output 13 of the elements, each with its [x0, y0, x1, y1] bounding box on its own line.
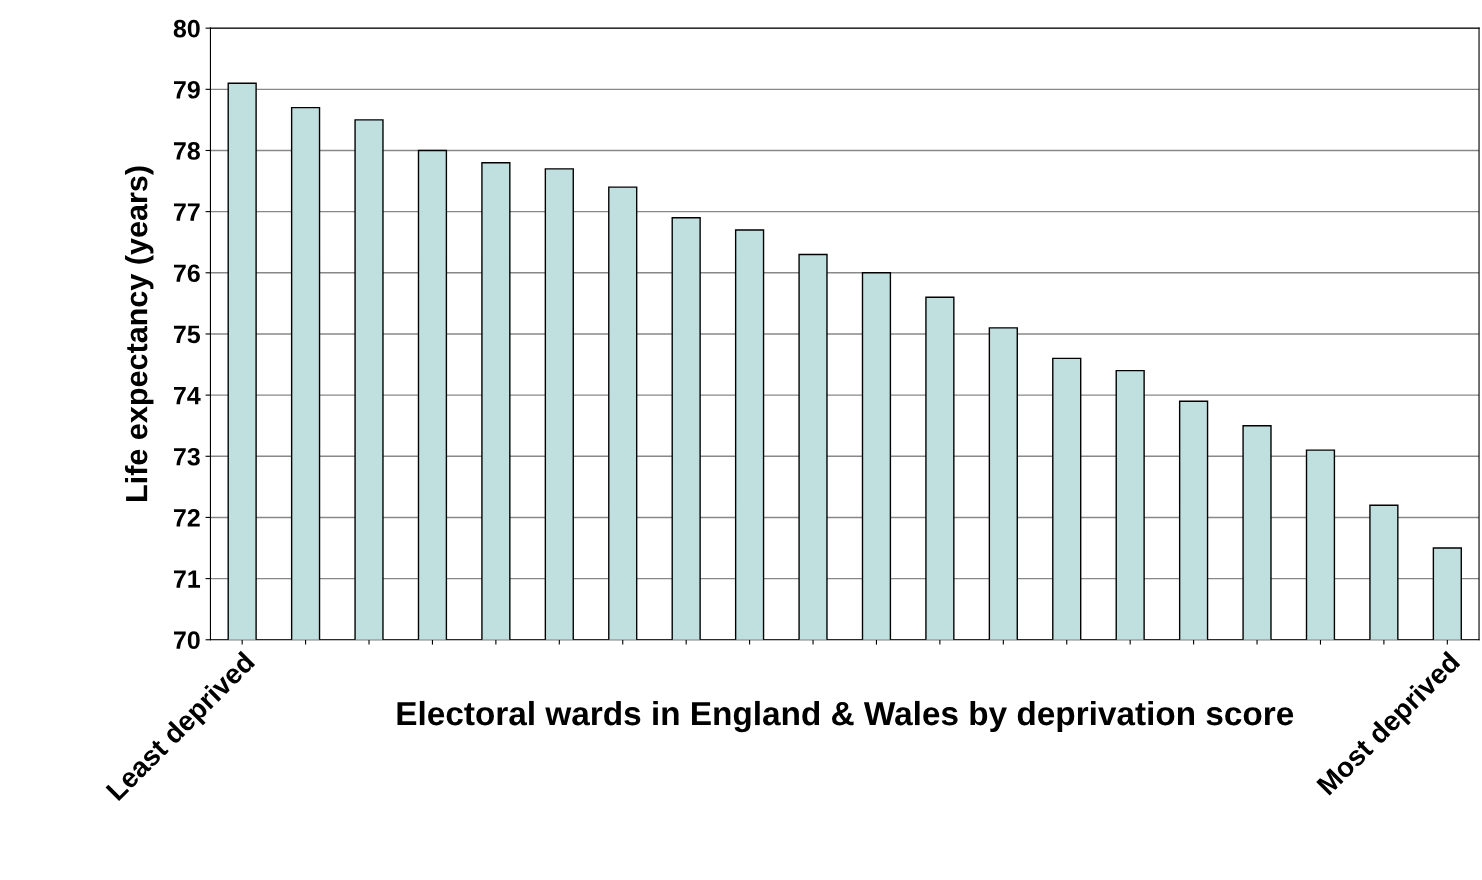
y-tick-label: 79: [173, 80, 200, 99]
y-tick-label: 73: [173, 447, 200, 466]
y-tick-label: 77: [173, 203, 200, 221]
y-tick-label: 74: [173, 386, 201, 405]
y-tick-label: 72: [173, 509, 200, 527]
y-tick-label: 70: [173, 631, 200, 650]
y-tick-label: 80: [173, 19, 200, 38]
y-axis-title: Life expectancy (years): [124, 166, 154, 501]
x-axis-title: Electoral wards in England & Wales by deprivation score: [397, 700, 1294, 733]
y-tick-label: 78: [173, 142, 200, 160]
y-tick-label: 75: [173, 325, 201, 344]
y-tick-label: 76: [173, 264, 200, 283]
y-tick-label: 71: [173, 570, 201, 588]
